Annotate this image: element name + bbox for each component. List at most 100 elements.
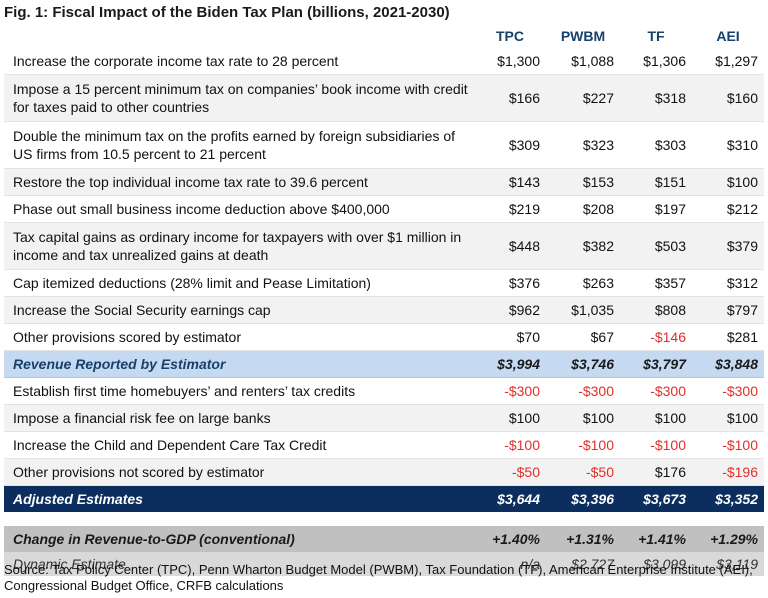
value-pwbm: $323 — [546, 121, 620, 169]
value-tf: -$300 — [620, 377, 692, 405]
value-tf: $151 — [620, 168, 692, 196]
value-aei: -$300 — [692, 377, 764, 405]
fiscal-impact-table: TPC PWBM TF AEI Increase the corporate i… — [4, 24, 764, 576]
value-aei: $3,848 — [692, 350, 764, 378]
value-tf: $197 — [620, 195, 692, 223]
value-tpc: -$100 — [474, 431, 546, 459]
value-aei: $281 — [692, 323, 764, 351]
table-row: Other provisions scored by estimator $70 $… — [4, 323, 764, 351]
value-tpc: -$300 — [474, 377, 546, 405]
value-tpc: $166 — [474, 74, 546, 122]
row-label: Impose a financial risk fee on large ban… — [4, 404, 474, 432]
value-aei: -$100 — [692, 431, 764, 459]
table-row: Establish first time homebuyers’ and ren… — [4, 377, 764, 405]
value-tf: -$100 — [620, 431, 692, 459]
value-aei: $100 — [692, 168, 764, 196]
value-tpc: $70 — [474, 323, 546, 351]
value-tpc: $100 — [474, 404, 546, 432]
row-label: Restore the top individual income tax ra… — [4, 168, 474, 196]
figure-title: Fig. 1: Fiscal Impact of the Biden Tax P… — [4, 4, 450, 21]
value-tpc: $3,644 — [474, 485, 546, 512]
row-label: Increase the Social Security earnings ca… — [4, 296, 474, 324]
row-label: Tax capital gains as ordinary income for… — [4, 222, 474, 270]
table-row: Increase the Social Security earnings ca… — [4, 296, 764, 324]
value-tf: $3,673 — [620, 485, 692, 512]
column-header-pwbm: PWBM — [560, 28, 606, 44]
value-tpc: $309 — [474, 121, 546, 169]
value-aei: +1.29% — [692, 526, 764, 552]
value-tf: $1,306 — [620, 48, 692, 75]
table-row: Impose a 15 percent minimum tax on compa… — [4, 74, 764, 122]
value-tf: $357 — [620, 269, 692, 297]
table-row: Impose a financial risk fee on large ban… — [4, 404, 764, 432]
value-aei: $797 — [692, 296, 764, 324]
value-pwbm: $2,727 — [546, 552, 620, 576]
table-row: Increase the corporate income tax rate t… — [4, 48, 764, 75]
value-pwbm: $227 — [546, 74, 620, 122]
spacer-row — [4, 512, 764, 526]
value-aei: $379 — [692, 222, 764, 270]
value-aei: $312 — [692, 269, 764, 297]
table-row: Tax capital gains as ordinary income for… — [4, 222, 764, 270]
value-tpc: $448 — [474, 222, 546, 270]
value-tf: $3,099 — [620, 552, 692, 576]
value-tf: -$146 — [620, 323, 692, 351]
total-row: Adjusted Estimates $3,644 $3,396 $3,673 $3,3… — [4, 485, 764, 512]
column-header-tpc: TPC — [496, 28, 524, 44]
row-label: Double the minimum tax on the profits ea… — [4, 121, 474, 169]
value-pwbm: +1.31% — [546, 526, 620, 552]
row-label: Change in Revenue-to-GDP (conventional) — [4, 526, 474, 552]
value-pwbm: $1,035 — [546, 296, 620, 324]
value-tf: $318 — [620, 74, 692, 122]
value-tf: $176 — [620, 458, 692, 486]
column-header-tf: TF — [647, 28, 665, 44]
value-pwbm: $382 — [546, 222, 620, 270]
value-tf: $303 — [620, 121, 692, 169]
value-aei: $3,119 — [692, 552, 764, 576]
value-tf: $503 — [620, 222, 692, 270]
row-label: Impose a 15 percent minimum tax on compa… — [4, 74, 474, 122]
value-aei: $160 — [692, 74, 764, 122]
value-pwbm: $208 — [546, 195, 620, 223]
table-row: Double the minimum tax on the profits ea… — [4, 121, 764, 169]
spacer-cell — [4, 512, 764, 526]
gdp-change-row: Change in Revenue-to-GDP (conventional) +… — [4, 526, 764, 552]
row-label: Other provisions not scored by estimator — [4, 458, 474, 486]
value-tpc: $3,994 — [474, 350, 546, 378]
table-row: Increase the Child and Dependent Care Ta… — [4, 431, 764, 459]
header-row: TPC PWBM TF AEI — [4, 24, 764, 48]
value-tpc: $143 — [474, 168, 546, 196]
value-pwbm: $100 — [546, 404, 620, 432]
table-row: Phase out small business income deductio… — [4, 195, 764, 223]
header-label-cell — [4, 24, 474, 48]
value-aei: $3,352 — [692, 485, 764, 512]
column-header-aei: AEI — [716, 28, 740, 44]
value-aei: -$196 — [692, 458, 764, 486]
row-label: Increase the Child and Dependent Care Ta… — [4, 431, 474, 459]
row-label: Cap itemized deductions (28% limit and P… — [4, 269, 474, 297]
row-label: Increase the corporate income tax rate t… — [4, 48, 474, 75]
value-pwbm: -$50 — [546, 458, 620, 486]
value-pwbm: $3,396 — [546, 485, 620, 512]
value-tpc: +1.40% — [474, 526, 546, 552]
value-aei: $1,297 — [692, 48, 764, 75]
value-pwbm: $263 — [546, 269, 620, 297]
value-tpc: n/a — [474, 552, 546, 576]
value-pwbm: $1,088 — [546, 48, 620, 75]
value-tpc: $376 — [474, 269, 546, 297]
row-label: Adjusted Estimates — [4, 485, 474, 512]
source-note: Source: Tax Policy Center (TPC), Penn Wh… — [4, 562, 753, 593]
row-label: Revenue Reported by Estimator — [4, 350, 474, 378]
value-pwbm: $3,746 — [546, 350, 620, 378]
value-tpc: $1,300 — [474, 48, 546, 75]
row-label: Other provisions scored by estimator — [4, 323, 474, 351]
value-pwbm: -$300 — [546, 377, 620, 405]
row-label: Phase out small business income deductio… — [4, 195, 474, 223]
table-row: Other provisions not scored by estimator… — [4, 458, 764, 486]
value-pwbm: $153 — [546, 168, 620, 196]
value-aei: $310 — [692, 121, 764, 169]
value-tf: $808 — [620, 296, 692, 324]
value-tpc: $219 — [474, 195, 546, 223]
subtotal-row: Revenue Reported by Estimator $3,994 $3,74… — [4, 350, 764, 378]
